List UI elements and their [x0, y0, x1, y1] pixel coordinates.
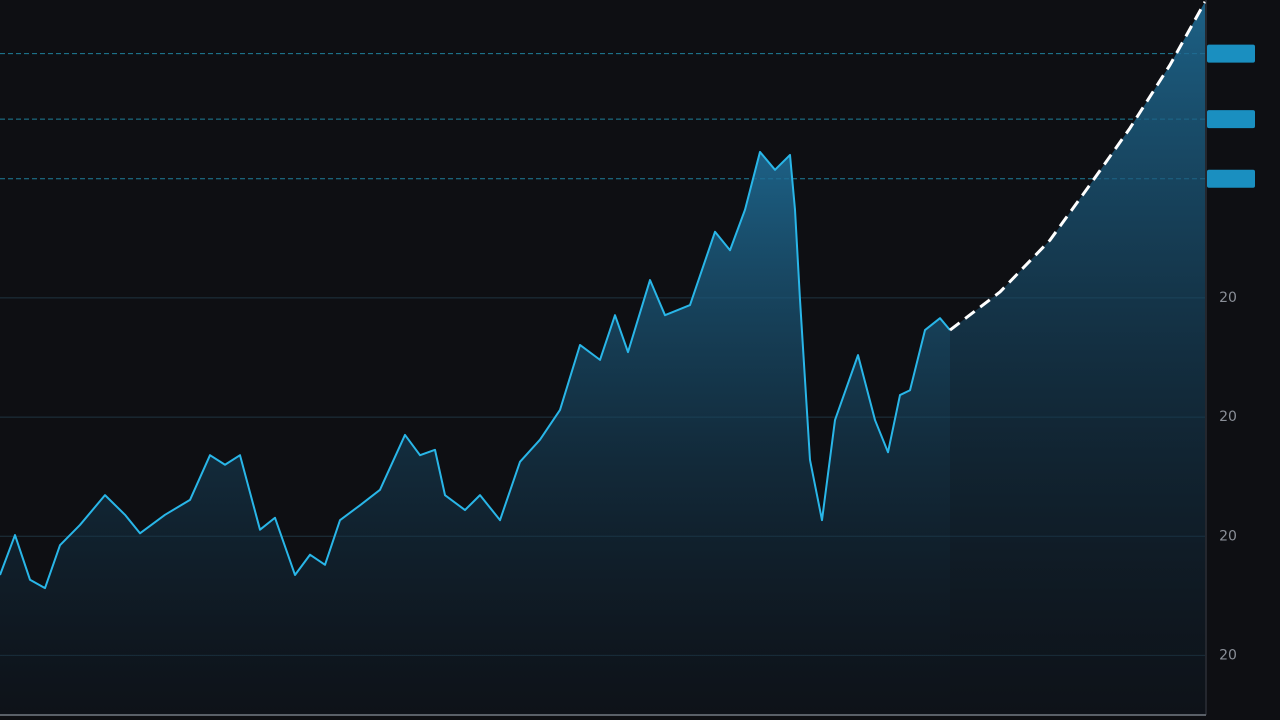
y-tick-label: 20 — [1219, 409, 1237, 425]
y-tick-label: 20 — [1219, 528, 1237, 544]
reference-tag — [1207, 169, 1255, 188]
reference-tag — [1207, 110, 1255, 129]
y-tick-label: 20 — [1219, 290, 1237, 306]
area-fill — [950, 1, 1205, 716]
projection-line — [949, 1, 1207, 332]
price-line — [0, 150, 951, 590]
y-tick-label: 20 — [1219, 647, 1237, 663]
area-fill — [0, 151, 950, 715]
reference-tag — [1207, 44, 1255, 63]
